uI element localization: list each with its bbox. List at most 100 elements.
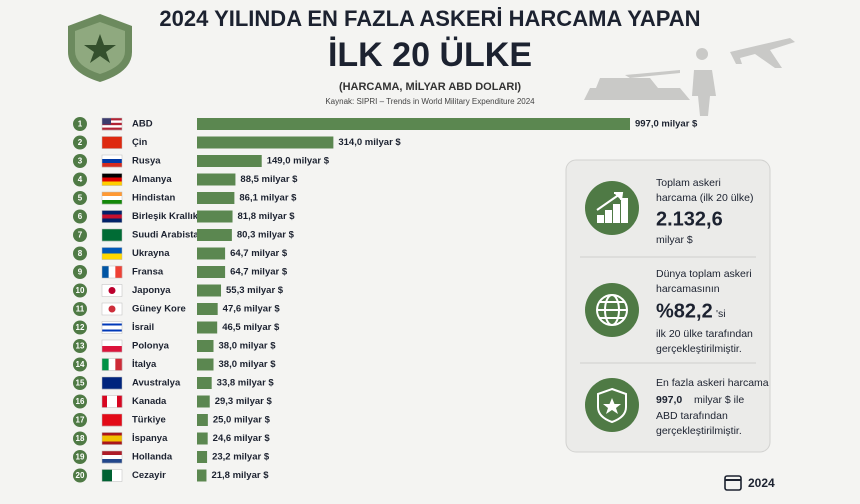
- value-label: 997,0 milyar $: [635, 119, 698, 130]
- rank: 7: [78, 231, 83, 240]
- flag: [101, 358, 123, 371]
- value-label: 25,0 milyar $: [213, 415, 271, 426]
- flag: [101, 395, 123, 408]
- country-name: Fransa: [132, 267, 164, 278]
- flag-stripe: [115, 358, 123, 371]
- panel-text: Dünya toplam askeri: [656, 268, 752, 280]
- rank: 14: [76, 360, 85, 369]
- flag-stripe: [102, 177, 122, 182]
- country-name: Çin: [132, 137, 148, 148]
- rank: 6: [78, 212, 83, 221]
- panel-value: 2.132,6: [656, 208, 723, 230]
- bar: [197, 284, 222, 297]
- flag-border: [101, 339, 123, 353]
- flag-stripe: [102, 253, 122, 260]
- flag-border: [101, 469, 123, 482]
- value-label: 24,6 milyar $: [213, 433, 271, 444]
- bar: [197, 210, 233, 223]
- military-silhouettes: [584, 38, 795, 116]
- flag-border: [101, 432, 123, 445]
- rank-badge: [73, 265, 87, 279]
- panel-value: %82,2: [656, 300, 713, 322]
- shield-logo: [68, 14, 132, 82]
- flag-border: [101, 358, 123, 371]
- flag-stripe: [102, 159, 122, 164]
- flag-border: [101, 117, 123, 131]
- flag-border: [101, 413, 123, 427]
- flag-stripe: [102, 469, 113, 482]
- rank-badge: [73, 154, 87, 168]
- rank: 9: [78, 268, 83, 277]
- flag: [101, 117, 123, 131]
- flag: [101, 154, 123, 168]
- flag: [101, 136, 123, 149]
- flag: [101, 413, 123, 427]
- flag: [101, 210, 123, 223]
- panel-text: ABD tarafından: [656, 410, 728, 422]
- flag-dot: [108, 287, 116, 294]
- flag-stripe: [102, 459, 122, 464]
- bar: [197, 192, 235, 204]
- calendar-icon: [724, 475, 742, 491]
- flag-border: [101, 210, 123, 223]
- flag-stripe: [102, 323, 122, 326]
- year: 2024: [748, 476, 775, 490]
- flag-border: [101, 173, 123, 186]
- country-name: ABD: [132, 119, 153, 130]
- flag-stripe: [102, 455, 122, 460]
- flag-stripe: [107, 395, 113, 408]
- value-label: 23,2 milyar $: [212, 452, 270, 463]
- value-label: 47,6 milyar $: [223, 304, 281, 315]
- rank: 4: [78, 175, 83, 184]
- flag-stripe: [102, 327, 122, 330]
- rank-badge: [73, 468, 87, 483]
- country-name: Cezayir: [132, 470, 166, 481]
- flag: [101, 339, 123, 353]
- rank: 1: [78, 120, 83, 129]
- country-name: Polonya: [132, 341, 170, 352]
- rank-badge: [73, 246, 87, 261]
- rank: 2: [78, 138, 83, 147]
- flag-stripe: [102, 196, 122, 201]
- flag-stripe: [102, 435, 122, 439]
- rank-badge: [73, 191, 87, 205]
- country-name: Hindistan: [132, 193, 175, 204]
- bar: [197, 469, 207, 482]
- country-name: Birleşik Krallık: [132, 211, 199, 222]
- rank: 3: [78, 157, 83, 166]
- country-name: İspanya: [132, 433, 168, 444]
- flag-stripe: [102, 266, 109, 278]
- panel-text: 'si: [716, 308, 726, 320]
- rank: 20: [76, 471, 85, 480]
- value-label: 149,0 milyar $: [267, 156, 330, 167]
- value-label: 86,1 milyar $: [239, 193, 297, 204]
- bar: [197, 136, 334, 149]
- rank: 18: [76, 434, 85, 443]
- value-label: 314,0 milyar $: [338, 137, 401, 148]
- flag-stripe: [102, 200, 122, 205]
- bar: [197, 414, 208, 426]
- flag: [101, 284, 123, 297]
- flag-stripe: [102, 441, 122, 445]
- rank: 13: [76, 342, 85, 351]
- flag-stripe: [102, 451, 122, 456]
- value-label: 64,7 milyar $: [230, 248, 288, 259]
- flag: [101, 450, 123, 464]
- flag-stripe: [102, 214, 122, 219]
- value-label: 29,3 milyar $: [215, 396, 273, 407]
- bar: [197, 173, 236, 186]
- rank-badge: [73, 320, 87, 335]
- flag-stripe: [102, 414, 122, 427]
- flag-border: [101, 265, 123, 279]
- rank: 15: [76, 379, 85, 388]
- country-name: Almanya: [132, 174, 172, 185]
- rank-badge: [73, 339, 87, 353]
- rank: 17: [76, 416, 85, 425]
- rank-badge: [73, 117, 87, 131]
- flag-stripe: [102, 432, 122, 436]
- flag-stripe: [108, 358, 116, 371]
- source: Kaynak: SIPRI – Trends in World Military…: [325, 97, 535, 106]
- bar: [197, 340, 214, 352]
- panel-value: 997,0: [656, 394, 682, 406]
